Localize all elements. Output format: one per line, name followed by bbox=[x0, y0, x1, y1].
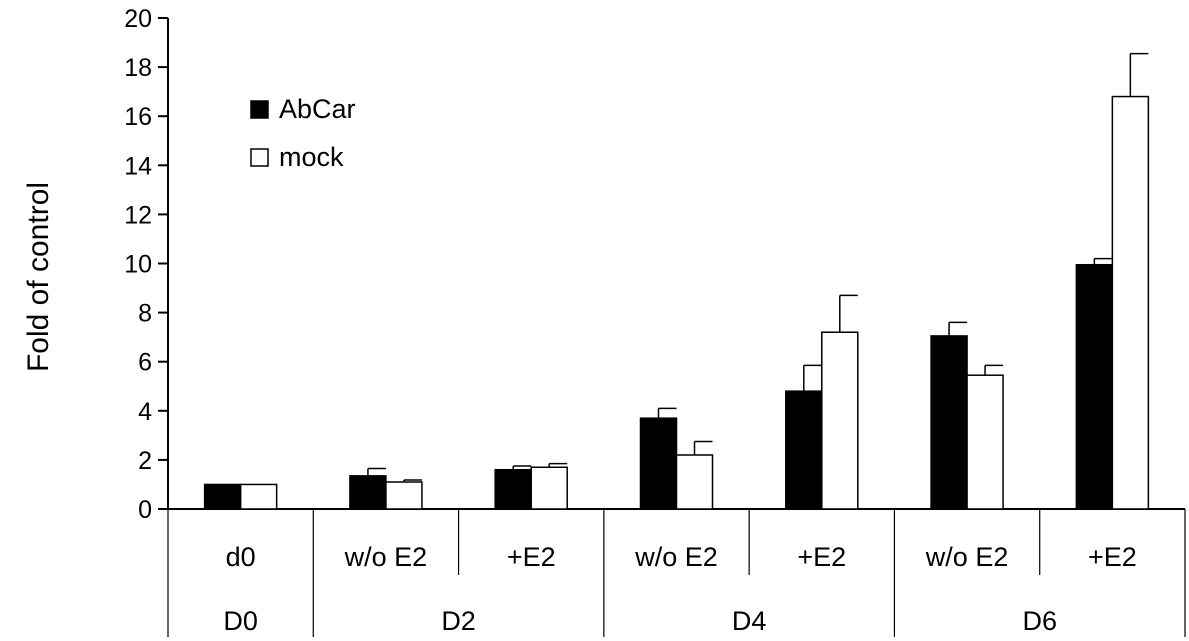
y-tick-label: 6 bbox=[138, 349, 152, 377]
bar bbox=[821, 331, 859, 510]
bar bbox=[385, 481, 423, 510]
category-label: +E2 bbox=[507, 542, 556, 572]
category-label: w/o E2 bbox=[634, 542, 718, 572]
bar bbox=[239, 483, 278, 510]
legend-swatch bbox=[250, 100, 269, 119]
y-tick-label: 20 bbox=[124, 5, 152, 33]
bar bbox=[639, 417, 678, 510]
group-label: D4 bbox=[732, 606, 767, 636]
legend-label: mock bbox=[279, 142, 344, 172]
legend-label: AbCar bbox=[279, 94, 356, 124]
y-tick-label: 12 bbox=[124, 201, 152, 229]
y-tick-label: 4 bbox=[138, 398, 152, 426]
bar bbox=[203, 483, 242, 510]
bar bbox=[966, 374, 1004, 510]
bars bbox=[203, 52, 1150, 510]
y-tick-label: 2 bbox=[138, 447, 152, 475]
category-label: w/o E2 bbox=[925, 542, 1009, 572]
legend: AbCar mock bbox=[250, 94, 356, 172]
y-tick-label: 16 bbox=[124, 103, 152, 131]
y-tick-label: 0 bbox=[138, 496, 152, 524]
bar bbox=[675, 454, 714, 510]
y-axis-label: Fold of control bbox=[22, 182, 55, 372]
bar bbox=[1111, 95, 1150, 510]
legend-swatch bbox=[250, 148, 269, 167]
y-tick-label: 18 bbox=[124, 54, 152, 82]
x-axis-categories: d0 w/o E2 +E2 w/o E2 +E2 w/o E2 +E2 D0 D2 D4 D6 bbox=[167, 509, 1186, 637]
category-label: w/o E2 bbox=[344, 542, 428, 572]
bar bbox=[349, 475, 387, 510]
bar bbox=[785, 390, 823, 510]
y-tick-label: 8 bbox=[138, 300, 152, 328]
y-tick-label: 10 bbox=[124, 251, 152, 279]
category-label: +E2 bbox=[1088, 542, 1137, 572]
category-label: +E2 bbox=[797, 542, 846, 572]
bar bbox=[494, 468, 532, 510]
y-axis-ticks: 0 2 4 6 8 10 12 14 16 18 20 bbox=[124, 5, 168, 524]
category-label: d0 bbox=[226, 542, 256, 572]
y-tick-label: 14 bbox=[124, 152, 152, 180]
bar bbox=[930, 335, 968, 510]
group-label: D6 bbox=[1022, 606, 1057, 636]
group-label: D2 bbox=[441, 606, 476, 636]
group-label: D0 bbox=[223, 606, 258, 636]
bar bbox=[1075, 263, 1114, 510]
bar bbox=[530, 466, 568, 510]
